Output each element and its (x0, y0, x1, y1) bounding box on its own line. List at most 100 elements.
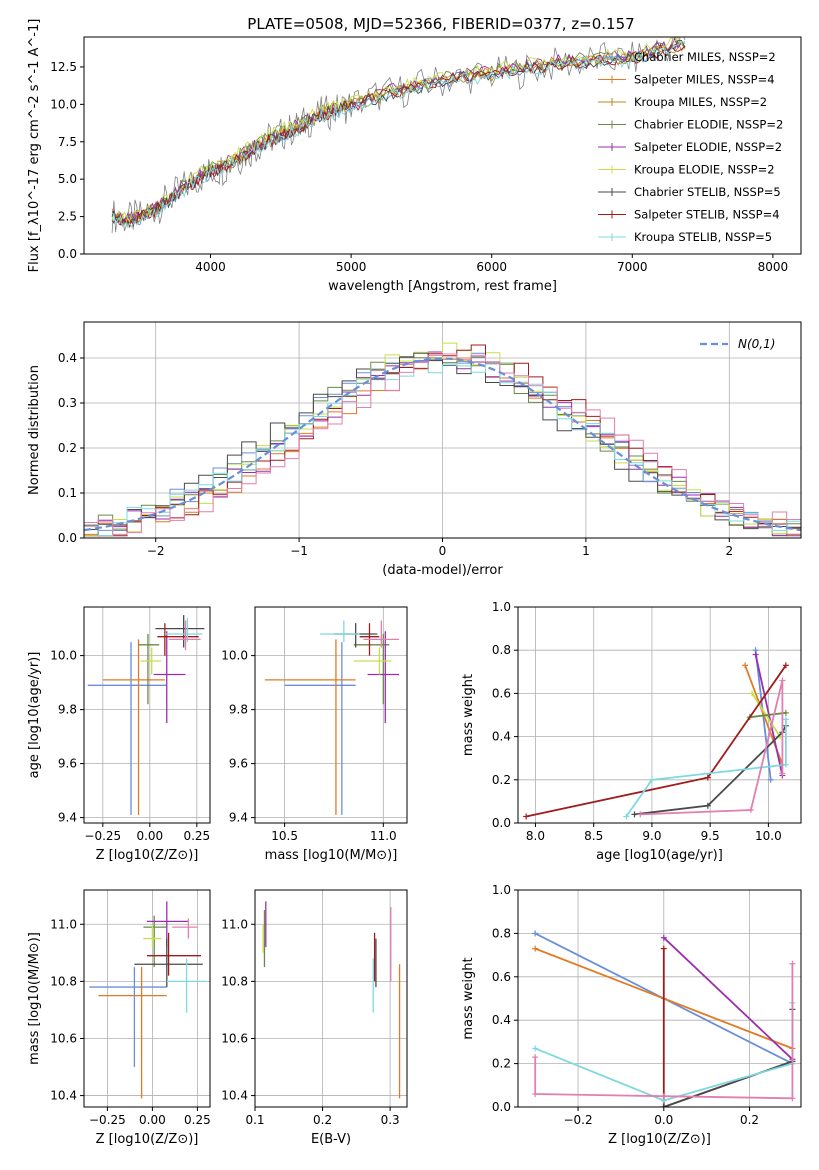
x-tick-label: 0.3 (381, 1113, 400, 1127)
x-tick-label: 9.0 (642, 829, 661, 843)
x-tick-label: 2 (725, 544, 733, 558)
x-axis-label: Z [log10(Z/Z⊙)] (96, 1132, 199, 1147)
x-tick-label: 0.00 (139, 1113, 166, 1127)
axes-frame (254, 889, 408, 1108)
y-tick-label: 2.5 (58, 210, 77, 224)
spectrum-legend: Chabrier MILES, NSSP=2 Salpeter MILES, NS… (598, 50, 783, 244)
x-tick-label: 10.0 (755, 829, 782, 843)
legend-label: Salpeter STELIB, NSSP=4 (634, 208, 780, 222)
model-spectrum-line (111, 42, 686, 226)
y-axis-label: Normed distribution (27, 365, 42, 495)
mass-weight-line (749, 711, 787, 719)
mass-weight-line (663, 937, 794, 1060)
axes-frame (83, 36, 802, 255)
x-tick-label: 4000 (195, 260, 226, 274)
x-tick-label: 8.5 (584, 829, 603, 843)
mass-weight-line (640, 680, 784, 816)
histogram-step-line (84, 353, 801, 535)
y-tick-label: 10.0 (221, 649, 248, 663)
y-tick-label: 0.0 (58, 531, 77, 545)
y-tick-label: 11.0 (50, 917, 77, 931)
axes-frame (83, 606, 211, 824)
model-spectrum-line (111, 39, 686, 226)
chart-spectrum: Chabrier MILES, NSSP=2 Salpeter MILES, NS… (27, 19, 802, 294)
x-tick-label: 11.0 (370, 829, 397, 843)
chart-massweight-vs-Z: −0.2 0.0 0.2 0.0 0.2 0.4 0.6 0.8 1.0 Z [log10(Z/Z… (461, 883, 802, 1147)
figure-title: PLATE=0508, MJD=52366, FIBERID=0377, z=0… (247, 15, 634, 33)
x-tick-label: 0.0 (654, 1113, 673, 1127)
y-tick-label: 9.8 (229, 703, 248, 717)
x-tick-label: 5000 (336, 260, 367, 274)
x-tick-label: 0 (439, 544, 447, 558)
y-tick-label: 0.6 (492, 686, 511, 700)
y-tick-label: 0.4 (58, 351, 77, 365)
chart-age-vs-mass: 10.5 11.0 9.4 9.6 9.8 10.0 mass [log10(M/M⊙)] (221, 606, 408, 863)
y-tick-label: 0.0 (58, 247, 77, 261)
plot-area (532, 930, 796, 1107)
chart-mass-vs-ebv: 0.1 0.2 0.3 10.4 10.6 10.8 11.0 E(B-V) (221, 889, 408, 1147)
x-axis-label: wavelength [Angstrom, rest frame] (328, 279, 557, 294)
mass-weight-line (526, 664, 787, 818)
y-tick-label: 9.6 (229, 757, 248, 771)
y-tick-label: 7.5 (58, 135, 77, 149)
y-tick-label: 0.2 (58, 441, 77, 455)
legend-label: Kroupa MILES, NSSP=2 (634, 95, 767, 109)
plot-area (87, 615, 205, 815)
x-tick-label: 0.1 (245, 1113, 264, 1127)
y-axis-label: mass weight (461, 957, 476, 1039)
x-tick-label: 0.25 (183, 829, 210, 843)
y-tick-label: 0.0 (492, 1100, 511, 1114)
plot-area (84, 342, 801, 537)
y-tick-label: 1.0 (492, 883, 511, 897)
y-tick-label: 9.4 (229, 811, 248, 825)
model-spectrum-line (111, 37, 686, 224)
y-tick-label: 0.0 (492, 816, 511, 830)
y-tick-label: 0.4 (492, 730, 511, 744)
model-spectrum-line (111, 40, 686, 229)
axes-frame (517, 889, 802, 1108)
x-axis-label: mass [log10(M/M⊙)] (265, 848, 398, 863)
y-tick-label: 9.6 (58, 757, 77, 771)
y-tick-label: 10.8 (50, 974, 77, 988)
histogram-step-line (84, 361, 801, 536)
x-tick-label: 8000 (758, 260, 789, 274)
y-tick-label: 10.8 (221, 974, 248, 988)
chart-mass-vs-Z: −0.25 0.00 0.25 10.4 10.6 10.8 11.0 Z [log10(Z/… (27, 889, 211, 1147)
y-tick-label: 10.4 (50, 1089, 77, 1103)
y-tick-label: 0.1 (58, 486, 77, 500)
model-spectrum-line (111, 42, 686, 225)
x-tick-label: 0.2 (740, 1113, 759, 1127)
model-spectrum-line (111, 40, 686, 228)
x-axis-label: (data-model)/error (382, 563, 503, 578)
x-tick-label: 0.25 (184, 1113, 211, 1127)
legend-label: Chabrier ELODIE, NSSP=2 (634, 118, 783, 132)
y-tick-label: 0.3 (58, 396, 77, 410)
legend-label: N(0,1) (738, 337, 775, 351)
y-axis-label: age [log10(age/yr)] (27, 652, 42, 779)
chart-panels: Chabrier MILES, NSSP=2 Salpeter MILES, NS… (27, 19, 802, 1147)
y-tick-label: 9.4 (58, 811, 77, 825)
histogram-step-line (84, 352, 801, 530)
y-tick-label: 0.8 (492, 926, 511, 940)
y-tick-label: 9.8 (58, 703, 77, 717)
axes-frame (517, 606, 802, 824)
legend-label: Kroupa STELIB, NSSP=5 (634, 230, 772, 244)
y-tick-label: 12.5 (50, 60, 77, 74)
y-tick-label: 0.4 (492, 1013, 511, 1027)
axes-frame (83, 889, 211, 1108)
x-tick-label: 7000 (617, 260, 648, 274)
y-tick-label: 10.0 (50, 649, 77, 663)
y-tick-label: 10.4 (221, 1089, 248, 1103)
x-tick-label: −0.25 (84, 829, 121, 843)
legend-label: Salpeter ELODIE, NSSP=2 (634, 140, 782, 154)
y-tick-label: 11.0 (221, 917, 248, 931)
mass-weight-line (625, 719, 787, 818)
legend-label: Kroupa ELODIE, NSSP=2 (634, 163, 775, 177)
plot-area (523, 647, 789, 820)
x-tick-label: −0.2 (563, 1113, 592, 1127)
y-axis-label: mass [log10(M/M⊙)] (27, 932, 42, 1065)
y-axis-label: Flux [f_λ10^-17 erg cm^-2 s^-1 A^-1] (27, 19, 42, 273)
x-axis-label: age [log10(age/yr)] (596, 848, 723, 863)
y-tick-label: 0.8 (492, 643, 511, 657)
